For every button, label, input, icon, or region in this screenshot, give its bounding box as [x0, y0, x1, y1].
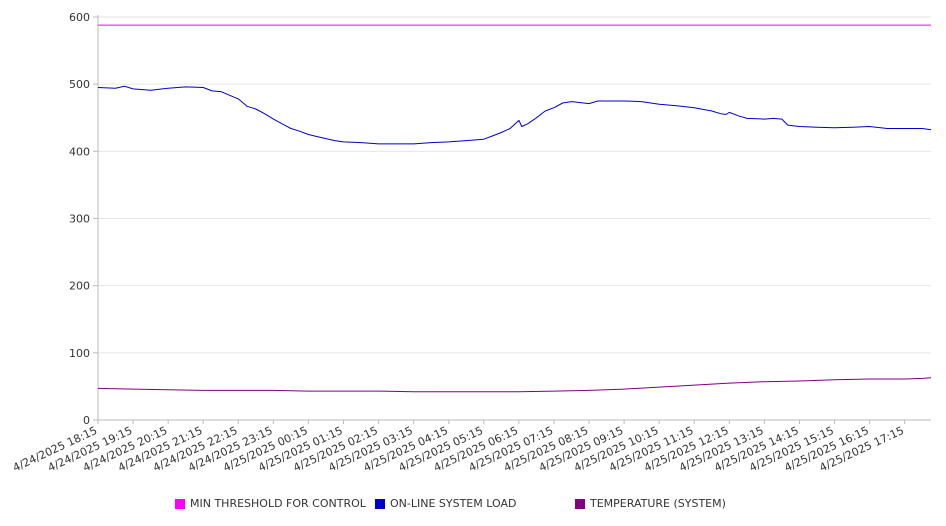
legend: MIN THRESHOLD FOR CONTROL ON-LINE SYSTEM… [0, 497, 946, 515]
ytick-label-500: 500 [69, 78, 90, 91]
legend-swatch-min-threshold [175, 498, 185, 509]
legend-swatch-temperature [575, 498, 585, 509]
ytick-label-0: 0 [83, 414, 90, 427]
legend-item-system-load[interactable]: ON-LINE SYSTEM LOAD [375, 497, 516, 510]
ytick-label-400: 400 [69, 145, 90, 158]
legend-swatch-system-load [375, 498, 385, 509]
legend-item-temperature[interactable]: TEMPERATURE (SYSTEM) [575, 497, 726, 510]
series-line-temperature [97, 377, 932, 393]
legend-label-system-load: ON-LINE SYSTEM LOAD [390, 497, 517, 510]
ytick-label-300: 300 [69, 213, 90, 226]
ytick-label-600: 600 [69, 11, 90, 24]
ytick-label-100: 100 [69, 347, 90, 360]
series-line-system-load [97, 85, 932, 145]
legend-label-temperature: TEMPERATURE (SYSTEM) [590, 497, 726, 510]
legend-label-min-threshold: MIN THRESHOLD FOR CONTROL [190, 497, 366, 510]
ytick-label-200: 200 [69, 280, 90, 293]
legend-item-min-threshold[interactable]: MIN THRESHOLD FOR CONTROL [175, 497, 366, 510]
